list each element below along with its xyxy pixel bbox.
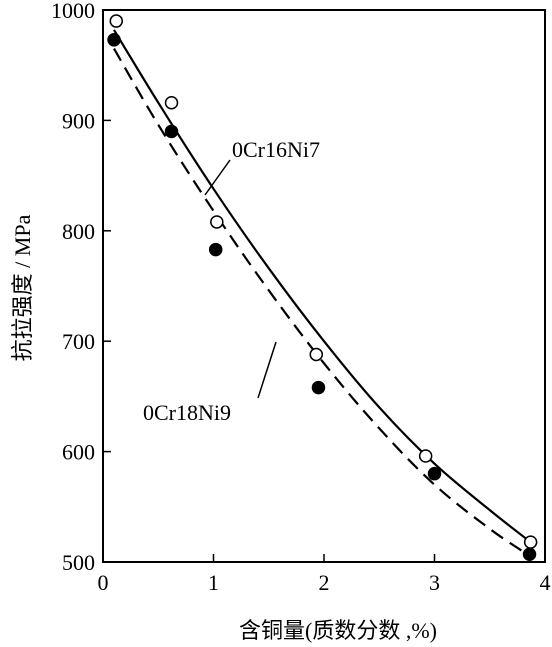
point-0cr18ni9 <box>522 547 537 562</box>
point-0cr18ni9 <box>164 124 179 139</box>
fitted-curves <box>113 29 532 558</box>
ticks: 0 1 2 3 4 500 600 700 800 900 1000 <box>51 0 551 595</box>
x-tick-label: 4 <box>540 570 551 595</box>
annotation-0cr16ni7: 0Cr16Ni7 <box>232 137 320 162</box>
x-tick-label: 1 <box>208 570 219 595</box>
annotation-0cr18ni9: 0Cr18Ni9 <box>143 400 231 425</box>
annotations: 0Cr16Ni7 0Cr18Ni9 <box>143 137 320 425</box>
data-points <box>107 14 538 562</box>
curve-0cr18ni9 <box>113 48 532 558</box>
point-0cr16ni7 <box>309 347 324 362</box>
y-tick-label: 800 <box>62 219 95 244</box>
y-tick-label: 600 <box>62 440 95 465</box>
point-0cr16ni7 <box>109 14 124 28</box>
x-axis-title: 含铜量(质数分数 ,%) <box>239 618 437 643</box>
x-tick-label: 3 <box>429 570 440 595</box>
point-0cr16ni7 <box>164 95 179 110</box>
y-axis-title: 抗拉强度 / MPa <box>10 214 35 361</box>
y-tick-label: 500 <box>62 550 95 575</box>
x-tick-label: 2 <box>319 570 330 595</box>
curve-0cr16ni7 <box>113 29 532 543</box>
x-tick-label: 0 <box>98 570 109 595</box>
leader-line-0cr16ni7 <box>204 159 231 196</box>
leader-line-0cr18ni9 <box>257 341 277 399</box>
y-tick-label: 900 <box>62 108 95 133</box>
point-0cr16ni7 <box>210 215 224 229</box>
point-0cr18ni9 <box>427 466 442 481</box>
y-tick-label: 700 <box>62 329 95 354</box>
point-0cr18ni9 <box>107 33 121 47</box>
point-0cr18ni9 <box>208 242 223 257</box>
axes <box>102 9 546 563</box>
y-tick-label: 1000 <box>51 0 95 23</box>
plot-frame <box>102 9 546 563</box>
point-0cr18ni9 <box>311 380 326 395</box>
point-0cr16ni7 <box>418 449 433 463</box>
point-0cr16ni7 <box>523 535 538 549</box>
